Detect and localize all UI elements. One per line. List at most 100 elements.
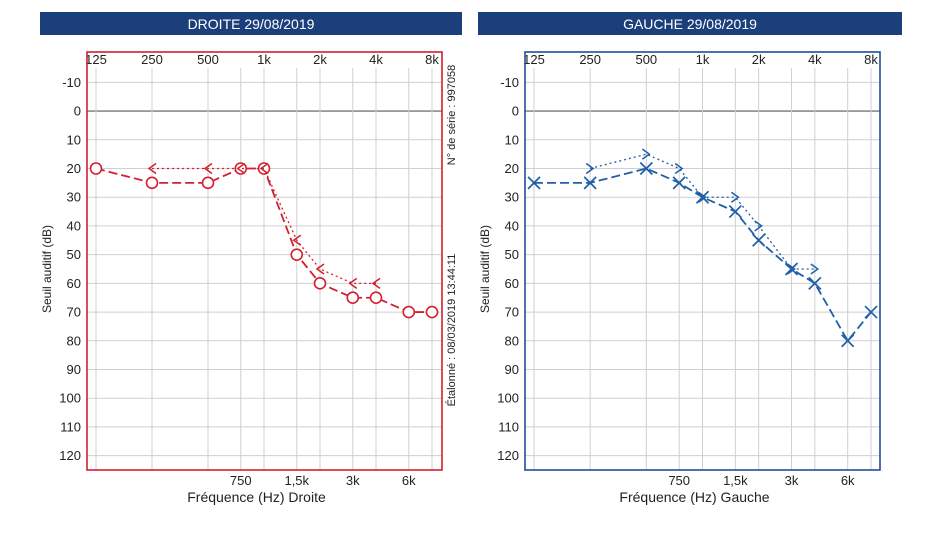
calibration-note: Étalonné : 08/03/2019 13:44:11 bbox=[445, 254, 458, 407]
y-tick-label: 100 bbox=[497, 391, 519, 406]
top-tick-label: 250 bbox=[579, 52, 601, 67]
x-axis-label: Fréquence (Hz) Droite bbox=[187, 489, 326, 505]
data-point-chevron bbox=[259, 162, 269, 175]
top-tick-label: 2k bbox=[752, 52, 766, 67]
x-axis-label: Fréquence (Hz) Gauche bbox=[619, 489, 769, 505]
data-point-chevron bbox=[585, 162, 595, 175]
data-point-chevron bbox=[371, 277, 381, 289]
y-tick-label: 120 bbox=[59, 448, 81, 463]
chart-title: GAUCHE 29/08/2019 bbox=[623, 16, 757, 32]
top-tick-label: 125 bbox=[523, 52, 545, 67]
data-point-chevron bbox=[292, 234, 302, 246]
top-tick-label: 125 bbox=[85, 52, 107, 67]
grid bbox=[87, 68, 442, 470]
data-point-circle bbox=[290, 248, 304, 261]
data-point-chevron bbox=[236, 162, 246, 175]
y-tick-label: 30 bbox=[505, 190, 519, 205]
data-point-chevron bbox=[674, 162, 684, 175]
y-tick-label: 120 bbox=[497, 448, 519, 463]
data-point-cross bbox=[808, 276, 822, 290]
y-tick-label: 60 bbox=[67, 276, 81, 291]
left-ear-chart: GAUCHE 29/08/2019 -10 0 10 20 30 40 50 60 70 80 90 1… bbox=[478, 12, 902, 505]
y-axis-label: Seuil auditif (dB) bbox=[478, 225, 492, 313]
plot-frame bbox=[86, 51, 443, 471]
data-point-cross bbox=[672, 176, 686, 190]
grid bbox=[525, 68, 880, 470]
y-tick-label: -10 bbox=[500, 75, 519, 90]
series-bone bbox=[147, 162, 381, 289]
y-tick-label: 40 bbox=[67, 218, 81, 233]
y-tick-label: 70 bbox=[67, 305, 81, 320]
data-point-chevron bbox=[698, 191, 707, 203]
top-tick-label: 500 bbox=[197, 52, 219, 67]
y-tick-label: 100 bbox=[59, 391, 81, 406]
y-tick-label: 40 bbox=[505, 218, 519, 233]
data-point-chevron bbox=[810, 263, 820, 275]
y-tick-label: 20 bbox=[67, 161, 81, 176]
series-air bbox=[89, 162, 439, 319]
plot-frame bbox=[524, 51, 881, 471]
y-tick-label: 20 bbox=[505, 161, 519, 176]
y-tick-label: 90 bbox=[67, 362, 81, 377]
y-tick-label: 90 bbox=[505, 362, 519, 377]
data-point-chevron bbox=[147, 162, 157, 175]
data-point-cross bbox=[639, 161, 653, 176]
top-tick-label: 4k bbox=[808, 52, 822, 67]
top-tick-label: 8k bbox=[864, 52, 878, 67]
data-point-circle bbox=[201, 176, 215, 190]
top-tick-label: 1k bbox=[257, 52, 271, 67]
data-point-cross bbox=[728, 204, 742, 219]
y-tick-label: -10 bbox=[62, 75, 81, 90]
data-point-circle bbox=[425, 305, 439, 319]
data-point-circle bbox=[89, 162, 103, 175]
bottom-tick-label: 6k bbox=[402, 473, 416, 488]
data-point-chevron bbox=[754, 220, 763, 232]
y-tick-label: 80 bbox=[67, 333, 81, 348]
y-tick-label: 0 bbox=[512, 104, 519, 119]
y-tick-label: 60 bbox=[505, 276, 519, 291]
bottom-tick-label: 6k bbox=[841, 473, 855, 488]
data-point-cross bbox=[527, 176, 541, 190]
data-point-chevron bbox=[641, 148, 651, 160]
bottom-tick-label: 750 bbox=[668, 473, 690, 488]
data-point-chevron bbox=[730, 191, 740, 203]
series-bone bbox=[585, 148, 820, 275]
serial-number-note: N° de série : 997058 bbox=[446, 65, 458, 165]
top-tick-label: 8k bbox=[425, 52, 439, 67]
y-tick-label: 110 bbox=[498, 419, 519, 434]
data-point-circle bbox=[313, 277, 327, 290]
title-band bbox=[40, 12, 462, 35]
top-tick-label: 250 bbox=[141, 52, 163, 67]
y-tick-label: 30 bbox=[67, 190, 81, 205]
data-point-circle bbox=[402, 305, 416, 319]
series-line-bone bbox=[590, 153, 815, 270]
top-tick-label: 1k bbox=[696, 52, 710, 67]
bottom-tick-label: 1,5k bbox=[284, 473, 309, 488]
top-tick-label: 4k bbox=[369, 52, 383, 67]
data-point-cross bbox=[841, 334, 855, 348]
y-tick-label: 80 bbox=[505, 333, 519, 348]
right-ear-chart: DROITE 29/08/2019 -10 0 10 20 30 40 50 60 70 80 90 1… bbox=[40, 12, 462, 505]
data-point-circle bbox=[369, 291, 383, 305]
top-tick-label: 2k bbox=[313, 52, 327, 67]
bottom-tick-label: 3k bbox=[346, 473, 360, 488]
data-point-circle bbox=[145, 176, 159, 190]
data-point-circle bbox=[234, 162, 248, 175]
top-tick-label: 500 bbox=[635, 52, 657, 67]
data-point-cross bbox=[583, 176, 597, 190]
data-point-chevron bbox=[315, 263, 325, 275]
data-point-chevron bbox=[787, 263, 796, 275]
y-tick-label: 70 bbox=[505, 305, 519, 320]
title-band bbox=[478, 12, 902, 35]
y-tick-label: 110 bbox=[60, 419, 81, 434]
bottom-tick-label: 750 bbox=[230, 473, 252, 488]
y-tick-label: 50 bbox=[505, 247, 519, 262]
y-axis-label: Seuil auditif (dB) bbox=[40, 225, 54, 313]
series-line-bone bbox=[152, 167, 376, 285]
data-point-circle bbox=[346, 291, 360, 305]
bottom-tick-label: 3k bbox=[785, 473, 799, 488]
y-tick-label: 0 bbox=[74, 104, 81, 119]
y-tick-label: 10 bbox=[505, 132, 519, 147]
data-point-cross bbox=[864, 305, 878, 319]
data-point-chevron bbox=[348, 277, 358, 289]
